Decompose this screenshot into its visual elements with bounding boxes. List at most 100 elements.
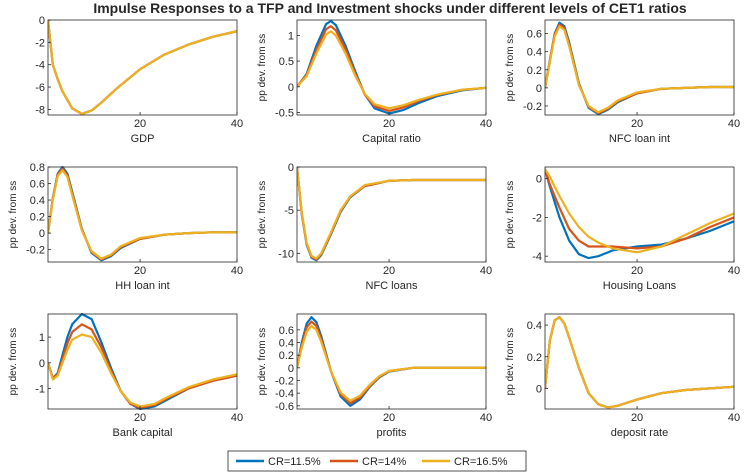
y-tick-label: 0.4 <box>30 195 45 207</box>
y-tick-label: -2 <box>35 37 45 49</box>
y-tick-label: -0.5 <box>275 107 294 119</box>
x-tick-label: 40 <box>231 265 243 277</box>
y-tick-label: -0.4 <box>275 388 294 400</box>
axes-box <box>544 166 735 263</box>
x-tick-label: 20 <box>631 265 643 277</box>
y-tick-label: 0.4 <box>527 47 542 59</box>
plot-area <box>545 314 734 409</box>
series-line-3 <box>297 324 486 402</box>
y-tick-label: 0.2 <box>279 350 294 362</box>
y-tick-label: 0 <box>536 83 542 95</box>
y-tick-label: 1 <box>288 30 294 42</box>
subplot-grid: 20 40 0 -2 -4 -6 -8 GDP 20 40 1 0.5 0 -0.5 Capital rat… <box>8 15 740 439</box>
y-tick-label: -0.2 <box>26 245 45 257</box>
y-tick-label: 1 <box>39 332 45 344</box>
plot-area <box>48 314 237 409</box>
subplot-7: 20 40 1 0 -1 Bank capital pp dev. from ss <box>8 313 243 439</box>
x-tick-label: 40 <box>480 412 492 424</box>
series-line-3 <box>48 19 237 115</box>
y-tick-label: -8 <box>35 104 45 116</box>
y-tick-label: 0 <box>39 15 45 27</box>
legend-label-cr-11-5: CR=11.5% <box>268 456 321 468</box>
legend: CR=11.5% CR=14% CR=16.5% <box>227 450 527 472</box>
subplot-4: 20 40 0.8 0.6 0.4 0.2 0 -0.2 HH loan int pp dev. … <box>8 162 243 292</box>
axes-box <box>544 19 735 116</box>
x-axis-label: NFC loan int <box>609 133 670 145</box>
y-tick-label: -2 <box>532 212 542 224</box>
series-line-3 <box>48 333 237 408</box>
x-tick-label: 20 <box>134 265 146 277</box>
y-axis-label: pp dev. from ss <box>505 328 516 396</box>
x-tick-label: 20 <box>383 412 395 424</box>
y-tick-label: 0 <box>288 162 294 174</box>
plot-area <box>297 20 486 115</box>
series-line-3 <box>545 168 734 254</box>
y-tick-label: 0.2 <box>527 65 542 77</box>
axes-box <box>47 166 238 263</box>
y-tick-label: 0.8 <box>30 162 45 174</box>
plot-area <box>297 314 486 409</box>
y-tick-label: -5 <box>284 205 294 217</box>
x-tick-label: 40 <box>728 118 740 130</box>
y-tick-label: -0.2 <box>523 101 542 113</box>
y-axis-label: pp dev. from ss <box>257 328 268 396</box>
x-axis-label: Bank capital <box>113 427 173 439</box>
y-tick-label: -4 <box>35 60 45 72</box>
y-tick-label: 0 <box>39 228 45 240</box>
x-tick-label: 20 <box>631 118 643 130</box>
y-tick-label: -0.2 <box>275 376 294 388</box>
y-tick-label: 0 <box>39 358 45 370</box>
x-tick-label: 40 <box>231 118 243 130</box>
legend-box <box>227 450 527 472</box>
y-tick-label: 0 <box>288 363 294 375</box>
y-tick-label: 0.2 <box>30 212 45 224</box>
legend-label-cr-14: CR=14% <box>362 456 407 468</box>
series-line-3 <box>545 316 734 409</box>
figure-title: Impulse Responses to a TFP and Investmen… <box>93 0 687 16</box>
x-axis-label: Capital ratio <box>362 133 421 145</box>
plot-area <box>297 167 486 262</box>
x-tick-label: 40 <box>728 412 740 424</box>
x-axis-label: NFC loans <box>366 280 418 292</box>
y-tick-label: -1 <box>35 383 45 395</box>
y-axis-label: pp dev. from ss <box>257 181 268 249</box>
x-tick-label: 20 <box>134 118 146 130</box>
y-tick-label: -6 <box>35 82 45 94</box>
subplot-5: 20 40 0 -5 -10 NFC loans pp dev. from ss <box>257 162 492 292</box>
axes-box <box>296 313 487 410</box>
y-tick-label: 0.6 <box>279 325 294 337</box>
y-tick-label: 0.4 <box>527 320 542 332</box>
y-tick-label: 0.2 <box>527 352 542 364</box>
subplot-3: 20 40 0.6 0.4 0.2 0 -0.2 NFC loan int pp dev. fr… <box>505 19 740 145</box>
y-axis-label: pp dev. from ss <box>505 181 516 249</box>
x-axis-label: deposit rate <box>611 427 668 439</box>
y-tick-label: -10 <box>278 248 294 260</box>
y-tick-label: -0.6 <box>275 401 294 413</box>
x-tick-label: 40 <box>231 412 243 424</box>
y-tick-label: 0.4 <box>279 338 294 350</box>
axes-box <box>47 19 238 116</box>
subplot-6: 20 40 0 -2 -4 Housing Loans pp dev. from ss <box>505 166 740 292</box>
x-tick-label: 20 <box>383 118 395 130</box>
series-line-3 <box>297 30 486 110</box>
series-line-3 <box>545 25 734 114</box>
subplot-2: 20 40 1 0.5 0 -0.5 Capital ratio pp dev. from s… <box>257 19 492 145</box>
legend-label-cr-16-5: CR=16.5% <box>454 456 508 468</box>
x-tick-label: 20 <box>134 412 146 424</box>
y-tick-label: 0.6 <box>527 29 542 41</box>
x-tick-label: 40 <box>480 118 492 130</box>
y-axis-label: pp dev. from ss <box>505 34 516 102</box>
y-tick-label: -4 <box>532 251 542 263</box>
y-tick-label: 0 <box>536 383 542 395</box>
y-axis-label: pp dev. from ss <box>8 328 19 396</box>
axes-box <box>296 166 487 263</box>
subplot-1: 20 40 0 -2 -4 -6 -8 GDP <box>35 15 243 145</box>
y-axis-label: pp dev. from ss <box>257 34 268 102</box>
y-axis-label: pp dev. from ss <box>8 181 19 249</box>
y-tick-label: 0.5 <box>279 56 294 68</box>
series-line-3 <box>48 169 237 260</box>
series-line-3 <box>297 166 486 260</box>
x-axis-label: HH loan int <box>115 280 169 292</box>
y-tick-label: 0 <box>536 174 542 186</box>
